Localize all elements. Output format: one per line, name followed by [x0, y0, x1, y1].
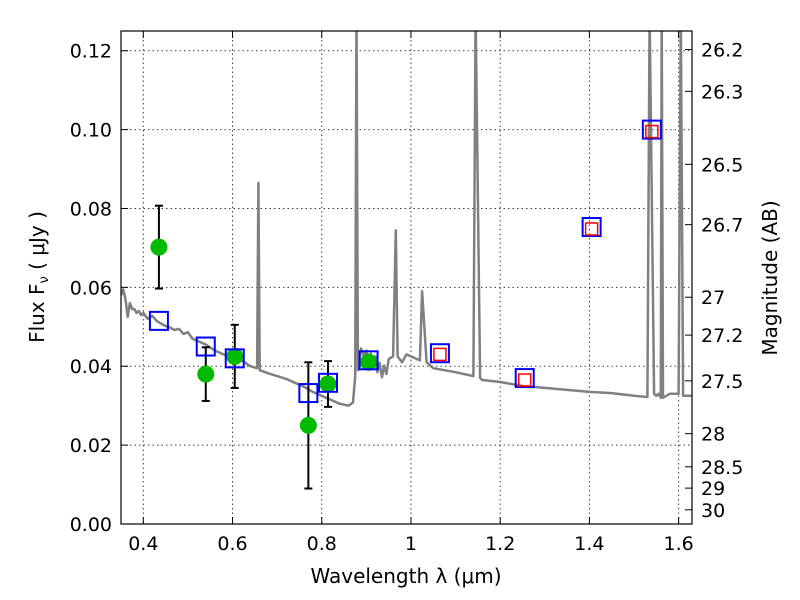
ticks: 0.4 0.6 0.8 1 1.2 1.4 1.6 0.00 0.02 0.04 0.06 0.08 0…: [70, 31, 743, 555]
plot-frame: [120, 30, 693, 525]
model-square-blue: [298, 383, 319, 404]
model-square-blue: [358, 350, 379, 371]
model-square-blue: [224, 348, 245, 369]
y-tick-label: 0.00: [70, 514, 112, 536]
x-tick-label: 0.8: [307, 533, 337, 555]
x-tick-label: 1.4: [574, 533, 604, 555]
right-tick-label: 29: [701, 478, 725, 500]
x-tick-label: 1.6: [664, 533, 694, 555]
model-square-red: [517, 373, 532, 387]
model-square-red: [645, 124, 659, 139]
right-tick-label: 27.5: [701, 371, 743, 393]
model-square-blue: [148, 310, 169, 331]
observed-point: [226, 347, 244, 365]
model-square-blue: [195, 336, 216, 357]
observed-point: [360, 353, 378, 371]
model-square-blue: [317, 372, 338, 393]
right-tick-label: 26.3: [701, 81, 743, 103]
x-tick-label: 0.4: [128, 533, 158, 555]
model-square-red: [433, 347, 447, 362]
grid: [121, 31, 692, 525]
y-axis-label-main: Flux F: [25, 283, 49, 342]
y-axis-label-sub: ν: [37, 276, 52, 283]
y-tick-label: 0.06: [70, 277, 112, 299]
x-tick-label: 0.6: [217, 533, 247, 555]
observed-point: [319, 375, 337, 393]
y-tick-label: 0.04: [70, 356, 112, 378]
right-tick-label: 26.7: [701, 215, 743, 237]
y-tick-label: 0.12: [70, 41, 112, 63]
x-axis-label: Wavelength λ (μm): [310, 564, 501, 588]
x-tick-label: 1.2: [485, 533, 515, 555]
model-square-blue: [429, 343, 450, 364]
model-square-blue: [581, 217, 602, 238]
photometry-layer: [148, 119, 662, 490]
x-tick-label: 1: [405, 533, 417, 555]
model-square-blue: [641, 119, 662, 140]
right-tick-label: 28: [701, 424, 725, 446]
y-axis-label: Flux Fν ( μJy ): [25, 211, 52, 343]
y-axis-label-unit: ( μJy ): [25, 211, 49, 276]
y-tick-label: 0.08: [70, 198, 112, 220]
right-tick-label: 27: [701, 287, 725, 309]
y-tick-label: 0.10: [70, 120, 112, 142]
right-tick-label: 30: [701, 500, 725, 522]
right-tick-label: 26.5: [701, 154, 743, 176]
y-tick-label: 0.02: [70, 435, 112, 457]
right-tick-label: 28.5: [701, 457, 743, 479]
model-square-blue: [514, 368, 535, 389]
model-square-red: [584, 222, 599, 236]
observed-point: [150, 238, 168, 256]
right-tick-label: 26.2: [701, 40, 743, 62]
right-tick-label: 27.2: [701, 325, 743, 347]
observed-point: [299, 416, 317, 434]
right-axis-label: Magnitude (AB): [758, 200, 782, 355]
observed-point: [197, 365, 215, 383]
